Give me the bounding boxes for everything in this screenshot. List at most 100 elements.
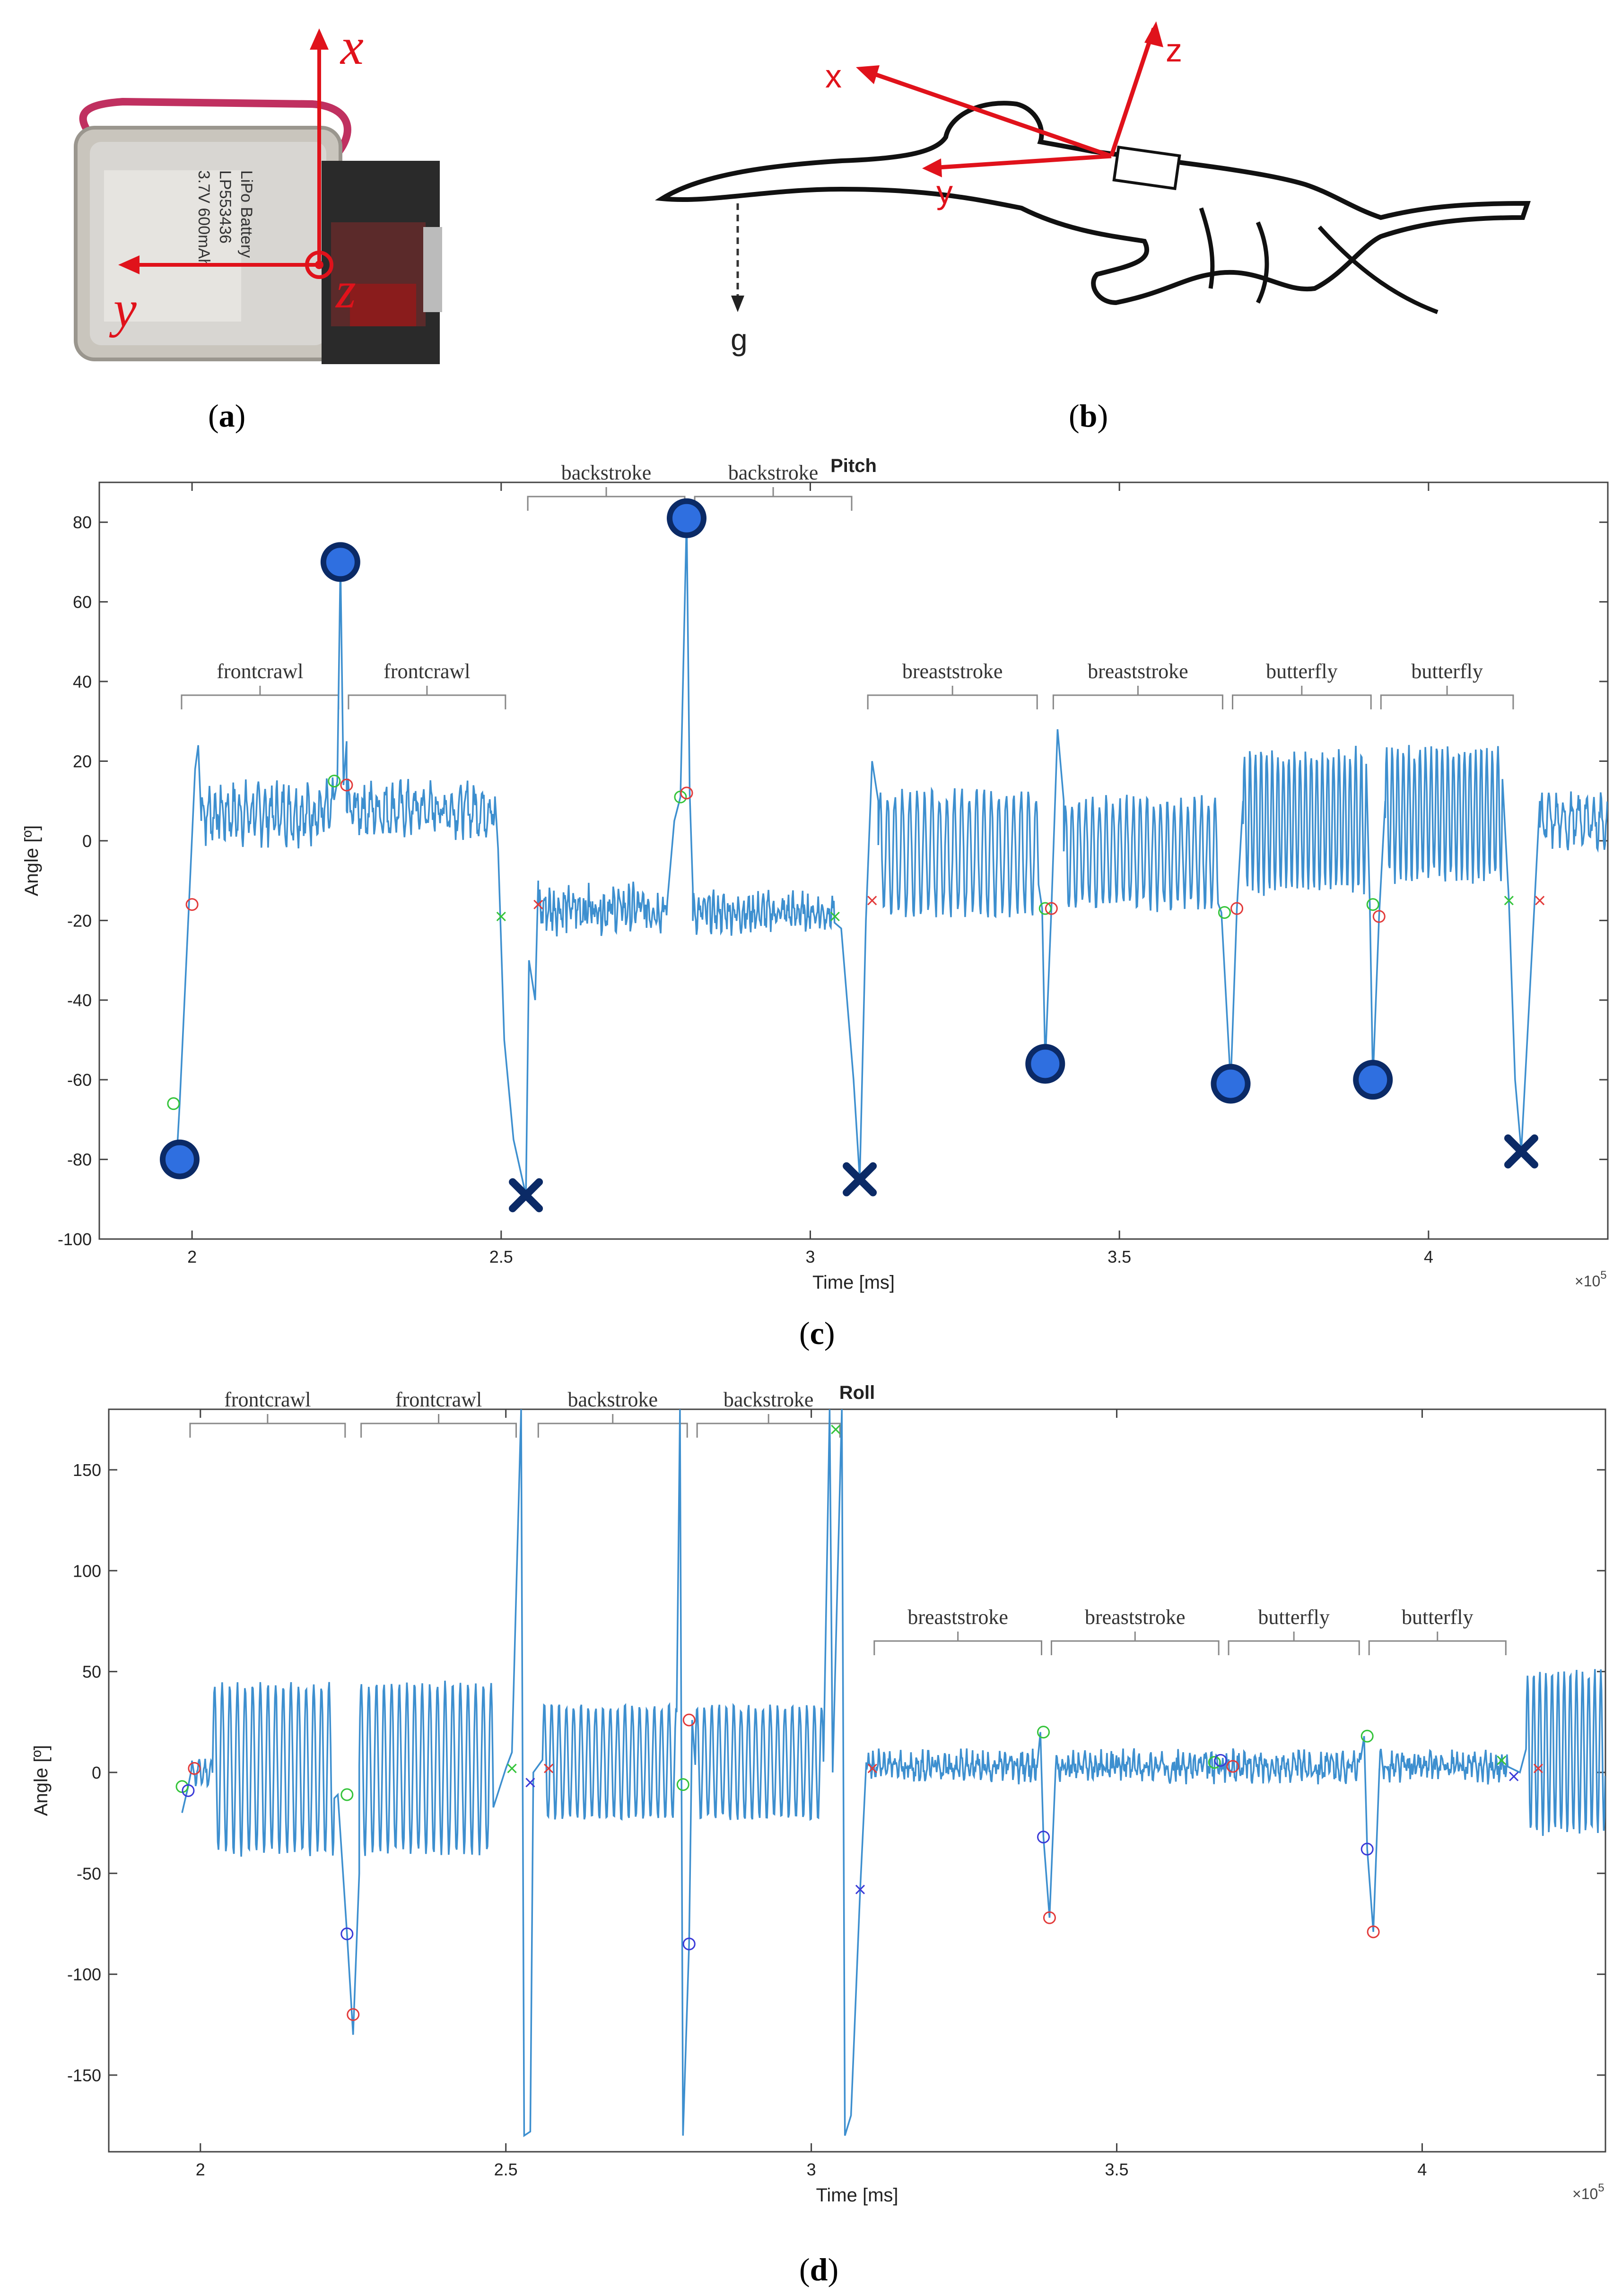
stroke-segment-bracket xyxy=(348,686,506,709)
swimmer-y-axis xyxy=(931,154,1112,170)
swimmer-sensor xyxy=(1112,145,1181,191)
y-tick-label: -50 xyxy=(77,1864,101,1883)
stroke-segment-bracket xyxy=(694,487,853,511)
event-red-circle xyxy=(1230,902,1244,915)
panel-label-a: (a) xyxy=(208,398,246,434)
stroke-segment-label: butterfly xyxy=(1411,660,1483,683)
event-green-cross xyxy=(1504,896,1514,906)
swimmer-x-label: x xyxy=(825,58,842,95)
stroke-segment-bracket xyxy=(1050,1632,1220,1655)
plot-frame xyxy=(98,481,1609,1240)
x-tick-label: 4 xyxy=(1417,2160,1427,2179)
key-event-circle xyxy=(1353,1060,1393,1100)
gravity-label: g xyxy=(731,323,748,357)
event-green-circle xyxy=(1037,1726,1050,1739)
key-event-circle xyxy=(1211,1064,1251,1104)
y-tick-label: -150 xyxy=(67,2066,101,2085)
device-y-label: y xyxy=(109,280,137,338)
stroke-segment-bracket xyxy=(537,1414,688,1438)
stroke-segment-bracket xyxy=(873,1632,1043,1655)
swimmer-z-axis xyxy=(1109,27,1156,157)
x-axis-label: Time [ms] xyxy=(816,2185,898,2206)
event-blue-circle xyxy=(182,1784,195,1797)
event-blue-circle xyxy=(1214,1754,1227,1767)
y-tick-label: 0 xyxy=(82,831,92,851)
swimmer-z-label: z xyxy=(1166,32,1182,69)
plot-frame xyxy=(108,1408,1606,2153)
stroke-segment-bracket xyxy=(181,686,340,709)
y-axis-label: Angle [º] xyxy=(31,1745,52,1816)
stroke-segment-label: frontcrawl xyxy=(384,660,470,683)
x-tick-label: 2 xyxy=(187,1247,197,1266)
chart-title: Roll xyxy=(839,1382,875,1403)
stroke-segment-bracket xyxy=(1232,686,1372,709)
stroke-segment-label: frontcrawl xyxy=(217,660,303,683)
event-green-circle xyxy=(167,1097,180,1110)
stroke-segment-bracket xyxy=(527,487,686,511)
battery-label-2: LP553436 xyxy=(216,170,234,244)
event-blue-cross xyxy=(1509,1772,1519,1781)
multiplier-base: ×10 xyxy=(1572,2185,1598,2202)
y-tick-label: -60 xyxy=(67,1070,92,1090)
event-green-circle xyxy=(1366,898,1379,911)
stroke-segment-label: butterfly xyxy=(1266,660,1338,683)
x-tick-label: 4 xyxy=(1424,1247,1433,1266)
event-green-circle xyxy=(674,790,687,803)
device-z-label: z xyxy=(335,261,356,319)
stroke-segment-bracket xyxy=(1380,686,1514,709)
event-green-circle xyxy=(340,1788,354,1801)
event-red-cross xyxy=(533,899,543,909)
event-blue-cross xyxy=(855,1885,865,1894)
event-red-circle xyxy=(1372,910,1386,923)
key-event-circle xyxy=(667,498,707,538)
event-red-circle xyxy=(682,1713,696,1727)
stroke-segment-bracket xyxy=(1228,1632,1360,1655)
event-green-circle xyxy=(676,1778,689,1791)
stroke-segment-label: breaststroke xyxy=(1085,1606,1186,1629)
stroke-segment-bracket xyxy=(360,1414,517,1438)
battery-label-3: 3.7V 600mAh xyxy=(195,170,213,268)
roll-chart: Roll -150 -100 -50 0 50 100 150 2 2.5 3 3.5 4 Time [m… xyxy=(31,1382,1606,2206)
event-red-circle xyxy=(1226,1760,1239,1773)
x-tick-label: 2.5 xyxy=(494,2160,518,2179)
event-blue-circle xyxy=(682,1938,696,1951)
event-green-cross xyxy=(830,911,840,921)
stroke-segment-label: butterfly xyxy=(1402,1606,1474,1629)
swimmer-y-label: y xyxy=(936,174,953,210)
event-red-cross xyxy=(1533,1763,1543,1773)
x-tick-label: 3 xyxy=(807,2160,816,2179)
y-tick-label: 40 xyxy=(73,672,92,691)
event-blue-cross xyxy=(525,1778,535,1788)
event-red-circle xyxy=(680,786,693,800)
x-tick-label: 2.5 xyxy=(489,1247,513,1266)
swimmer-diagram: x y z g xyxy=(654,21,1531,357)
event-red-cross xyxy=(544,1763,554,1773)
signal-line xyxy=(175,518,1608,1196)
y-tick-label: -20 xyxy=(67,911,92,930)
multiplier-exp: 5 xyxy=(1600,1269,1606,1282)
sensor-device-photo: LiPo Battery LP553436 3.7V 600mAh x y z xyxy=(74,19,442,364)
panel-label-d: (d) xyxy=(799,2252,839,2287)
x-tick-label: 3.5 xyxy=(1105,2160,1129,2179)
swimmer-outline xyxy=(654,101,1531,306)
event-green-cross xyxy=(1497,1755,1507,1765)
pitch-chart: Pitch -100 -80 -60 -40 -20 0 20 40 60 80 2 2.5 3 3.5 4 T… xyxy=(21,455,1609,1293)
event-red-circle xyxy=(347,2008,360,2021)
stroke-segment-label: backstroke xyxy=(567,1388,658,1411)
y-tick-label: 150 xyxy=(73,1460,101,1480)
multiplier-base: ×10 xyxy=(1575,1273,1600,1290)
signal-line xyxy=(181,1409,1605,2138)
event-red-circle xyxy=(185,898,199,911)
stroke-segment-label: frontcrawl xyxy=(395,1388,482,1411)
stroke-segment-bracket xyxy=(1052,686,1223,709)
y-tick-label: -100 xyxy=(58,1230,92,1249)
y-axis-label: Angle [º] xyxy=(21,825,42,896)
y-tick-label: -40 xyxy=(67,991,92,1010)
x-tick-label: 3 xyxy=(805,1247,815,1266)
stroke-segment-bracket xyxy=(1368,1632,1507,1655)
stroke-segment-bracket xyxy=(867,686,1038,709)
event-green-circle xyxy=(1218,906,1231,919)
event-green-cross xyxy=(496,911,506,921)
x-axis-multiplier: ×105 xyxy=(1575,1269,1607,1290)
x-axis-multiplier: ×105 xyxy=(1572,2182,1605,2202)
